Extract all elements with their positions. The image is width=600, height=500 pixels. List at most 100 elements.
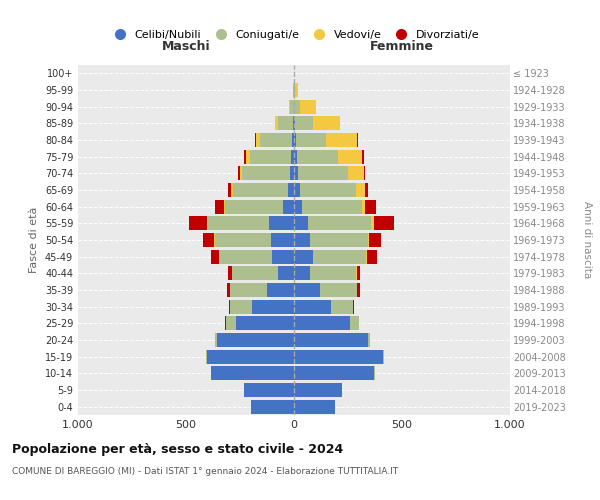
Bar <box>294 383 342 397</box>
Bar <box>294 250 313 264</box>
Bar <box>272 250 294 264</box>
Bar <box>357 133 358 147</box>
Bar <box>244 150 246 164</box>
Bar <box>293 83 294 97</box>
Bar <box>283 200 294 214</box>
Bar <box>371 216 374 230</box>
Bar <box>244 383 294 397</box>
Bar <box>226 316 236 330</box>
Bar <box>229 300 230 314</box>
Bar <box>251 400 294 414</box>
Bar <box>215 333 217 347</box>
Bar <box>236 316 294 330</box>
Bar <box>357 283 359 297</box>
Bar <box>239 166 242 180</box>
Bar <box>294 166 298 180</box>
Bar <box>294 216 308 230</box>
Bar <box>242 166 290 180</box>
Bar <box>294 83 295 97</box>
Bar <box>295 116 313 130</box>
Bar <box>308 216 371 230</box>
Bar <box>278 266 294 280</box>
Bar <box>278 116 293 130</box>
Bar <box>294 150 296 164</box>
Bar <box>370 233 382 247</box>
Bar <box>294 366 374 380</box>
Bar <box>368 233 370 247</box>
Y-axis label: Fasce di età: Fasce di età <box>29 207 39 273</box>
Bar <box>292 150 294 164</box>
Text: Femmine: Femmine <box>370 40 434 52</box>
Bar <box>294 316 350 330</box>
Bar <box>313 116 340 130</box>
Bar <box>220 250 272 264</box>
Bar <box>295 83 298 97</box>
Bar <box>350 316 359 330</box>
Bar <box>208 216 269 230</box>
Bar <box>294 266 310 280</box>
Bar <box>294 133 296 147</box>
Bar <box>271 233 294 247</box>
Bar <box>300 183 356 197</box>
Bar <box>246 150 250 164</box>
Bar <box>348 166 364 180</box>
Bar <box>298 166 348 180</box>
Bar <box>206 350 294 364</box>
Bar <box>254 133 256 147</box>
Bar <box>215 200 224 214</box>
Bar <box>203 233 214 247</box>
Bar <box>233 183 288 197</box>
Bar <box>310 266 356 280</box>
Bar <box>227 283 230 297</box>
Bar <box>269 216 294 230</box>
Bar <box>310 233 368 247</box>
Bar <box>288 183 294 197</box>
Bar <box>289 100 290 114</box>
Bar <box>364 166 365 180</box>
Bar <box>256 133 260 147</box>
Text: Popolazione per età, sesso e stato civile - 2024: Popolazione per età, sesso e stato civil… <box>12 442 343 456</box>
Text: Maschi: Maschi <box>161 40 211 52</box>
Bar <box>293 116 294 130</box>
Bar <box>290 166 294 180</box>
Bar <box>260 133 292 147</box>
Bar <box>275 116 278 130</box>
Bar <box>320 283 356 297</box>
Text: COMUNE DI BAREGGIO (MI) - Dati ISTAT 1° gennaio 2024 - Elaborazione TUTTITALIA.I: COMUNE DI BAREGGIO (MI) - Dati ISTAT 1° … <box>12 468 398 476</box>
Bar <box>302 200 362 214</box>
Bar <box>252 300 294 314</box>
Bar <box>294 333 368 347</box>
Bar <box>296 150 338 164</box>
Bar <box>290 100 294 114</box>
Bar <box>295 100 300 114</box>
Bar <box>326 133 357 147</box>
Legend: Celibi/Nubili, Coniugati/e, Vedovi/e, Divorziati/e: Celibi/Nubili, Coniugati/e, Vedovi/e, Di… <box>109 30 479 40</box>
Bar <box>294 350 383 364</box>
Bar <box>338 150 362 164</box>
Bar <box>294 233 310 247</box>
Bar <box>356 183 365 197</box>
Bar <box>238 166 239 180</box>
Bar <box>313 250 366 264</box>
Bar <box>362 150 364 164</box>
Bar <box>228 266 232 280</box>
Bar <box>365 200 376 214</box>
Bar <box>296 133 326 147</box>
Bar <box>211 250 219 264</box>
Bar <box>294 116 295 130</box>
Bar <box>250 150 292 164</box>
Bar <box>294 400 335 414</box>
Bar <box>215 233 271 247</box>
Bar <box>374 216 394 230</box>
Bar <box>300 100 316 114</box>
Y-axis label: Anni di nascita: Anni di nascita <box>583 202 592 278</box>
Bar <box>189 216 208 230</box>
Bar <box>294 300 331 314</box>
Bar <box>356 266 361 280</box>
Bar <box>224 200 226 214</box>
Bar <box>231 183 233 197</box>
Bar <box>267 283 294 297</box>
Bar <box>294 200 302 214</box>
Bar <box>362 200 365 214</box>
Bar <box>232 266 278 280</box>
